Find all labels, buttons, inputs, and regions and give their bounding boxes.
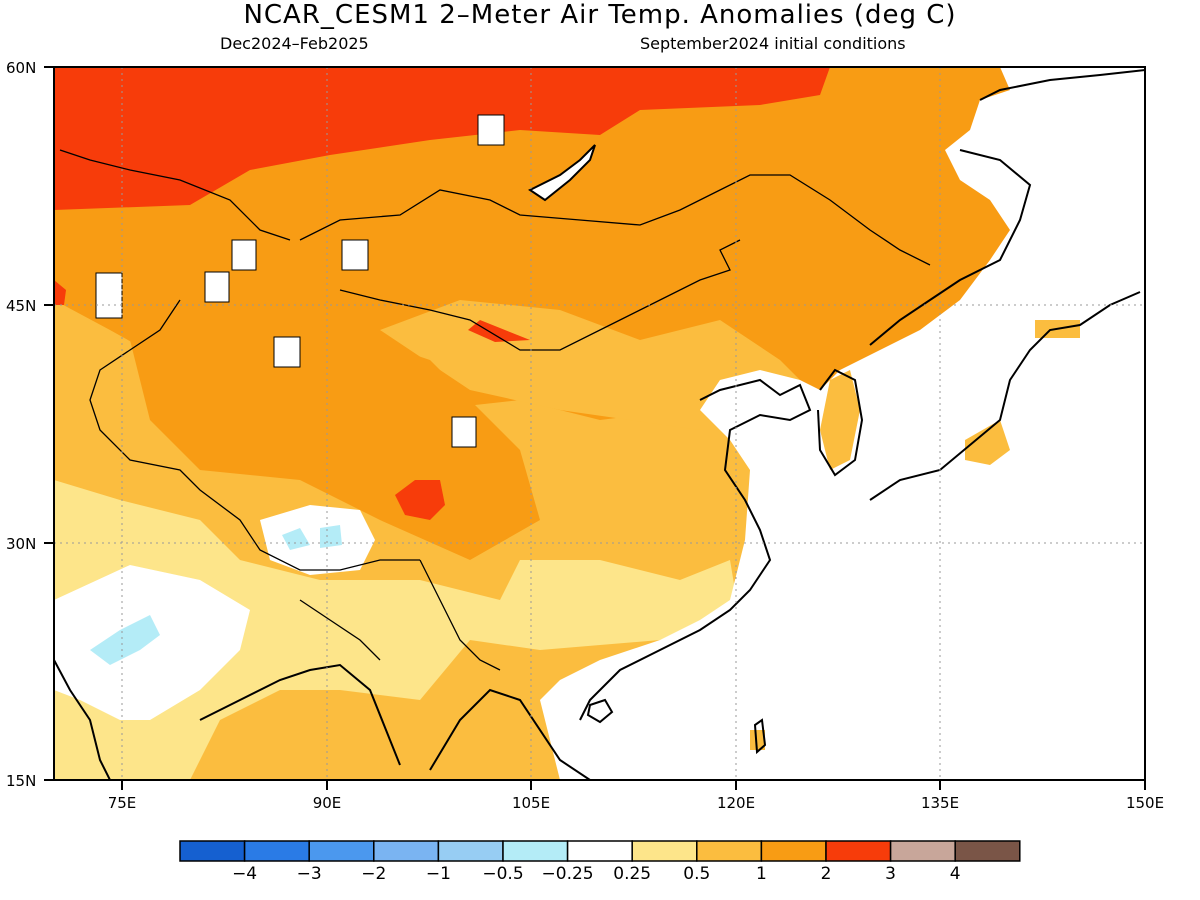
coastlines xyxy=(54,69,1145,780)
border-russia-mongolia xyxy=(299,174,931,266)
coastline-india xyxy=(54,659,401,780)
colorbar-swatch xyxy=(954,840,1021,862)
masked-cell xyxy=(95,272,123,319)
border-china-west xyxy=(59,149,420,571)
colorbar-label: 0.25 xyxy=(613,864,651,884)
coastline-japan xyxy=(869,291,1141,501)
masked-cell xyxy=(477,114,505,146)
region-hot-north xyxy=(54,67,830,210)
masked-cell xyxy=(231,239,257,271)
lat-label: 15N xyxy=(6,772,36,790)
colorbar-swatch xyxy=(502,840,569,862)
colorbar-label: 3 xyxy=(885,864,896,884)
lon-label: 75E xyxy=(108,794,137,812)
region-cool-india xyxy=(90,615,160,665)
coastline-russia-east xyxy=(869,69,1145,346)
map-frame xyxy=(53,66,1146,781)
colorbar-swatch xyxy=(373,840,440,862)
masked-cell xyxy=(204,271,230,303)
colorbar-swatch xyxy=(308,840,375,862)
coastline-korea xyxy=(817,368,864,477)
border-mongolia-china xyxy=(339,239,741,351)
colorbar-label: −4 xyxy=(232,864,257,884)
region-mild-south xyxy=(54,530,740,780)
colorbar-swatch xyxy=(243,840,310,862)
gridlines xyxy=(54,67,1145,780)
lon-label: 135E xyxy=(921,794,959,812)
colorbar: −4 −3 −2 −1 −0.5 −0.25 0.25 0.5 1 2 3 4 xyxy=(179,840,1021,884)
coastline-taiwan xyxy=(753,718,767,755)
lon-label: 150E xyxy=(1126,794,1164,812)
anomaly-fill xyxy=(54,67,1145,780)
lon-label: 105E xyxy=(512,794,550,812)
region-hot-west xyxy=(54,280,66,305)
region-hot-mongolia xyxy=(468,320,530,342)
lon-label: 90E xyxy=(313,794,342,812)
colorbar-label: 1 xyxy=(756,864,767,884)
masked-cell xyxy=(451,416,477,448)
border-southeast-asia xyxy=(299,559,501,671)
chart-title: NCAR_CESM1 2–Meter Air Temp. Anomalies (… xyxy=(243,0,957,30)
coastline-indochina xyxy=(429,688,591,780)
lon-label: 120E xyxy=(717,794,755,812)
colorbar-label: −1 xyxy=(426,864,451,884)
colorbar-swatch xyxy=(631,840,698,862)
masked-cells xyxy=(95,114,505,448)
colorbar-label: −2 xyxy=(361,864,386,884)
colorbar-label: 4 xyxy=(950,864,961,884)
country-borders xyxy=(59,149,931,671)
colorbar-swatch xyxy=(566,840,633,862)
region-cool-tibet-a xyxy=(282,528,310,550)
region-hot-tibet xyxy=(395,480,445,520)
lake-baikal xyxy=(528,144,596,202)
lat-label: 45N xyxy=(6,297,36,315)
tick-marks xyxy=(44,66,1146,790)
colorbar-label: 0.5 xyxy=(683,864,710,884)
lat-label: 30N xyxy=(6,535,36,553)
region-warm1-korea xyxy=(820,370,860,470)
masked-cell xyxy=(341,239,369,271)
colorbar-swatch xyxy=(179,840,246,862)
colorbar-label: −0.25 xyxy=(542,864,594,884)
masked-cell xyxy=(273,336,301,368)
coastline-hainan xyxy=(586,698,614,724)
region-neutral-india xyxy=(54,565,250,720)
season-subtitle: Dec2024–Feb2025 xyxy=(220,34,369,53)
colorbar-label: −0.5 xyxy=(482,864,523,884)
region-mild-india xyxy=(54,480,240,600)
region-warm1-taiwan xyxy=(750,730,765,750)
lat-label: 60N xyxy=(6,59,36,77)
colorbar-swatch xyxy=(696,840,763,862)
colorbar-label: 2 xyxy=(821,864,832,884)
colorbar-swatch xyxy=(437,840,504,862)
region-neutral-tibet xyxy=(260,505,375,575)
colorbar-swatch xyxy=(825,840,892,862)
colorbar-swatch xyxy=(889,840,956,862)
region-warm1-japan xyxy=(965,420,1010,465)
region-cool-tibet-b xyxy=(320,525,342,548)
init-subtitle: September2024 initial conditions xyxy=(640,34,906,53)
coastline-china xyxy=(579,378,812,721)
colorbar-swatch xyxy=(760,840,827,862)
colorbar-label: −3 xyxy=(297,864,322,884)
